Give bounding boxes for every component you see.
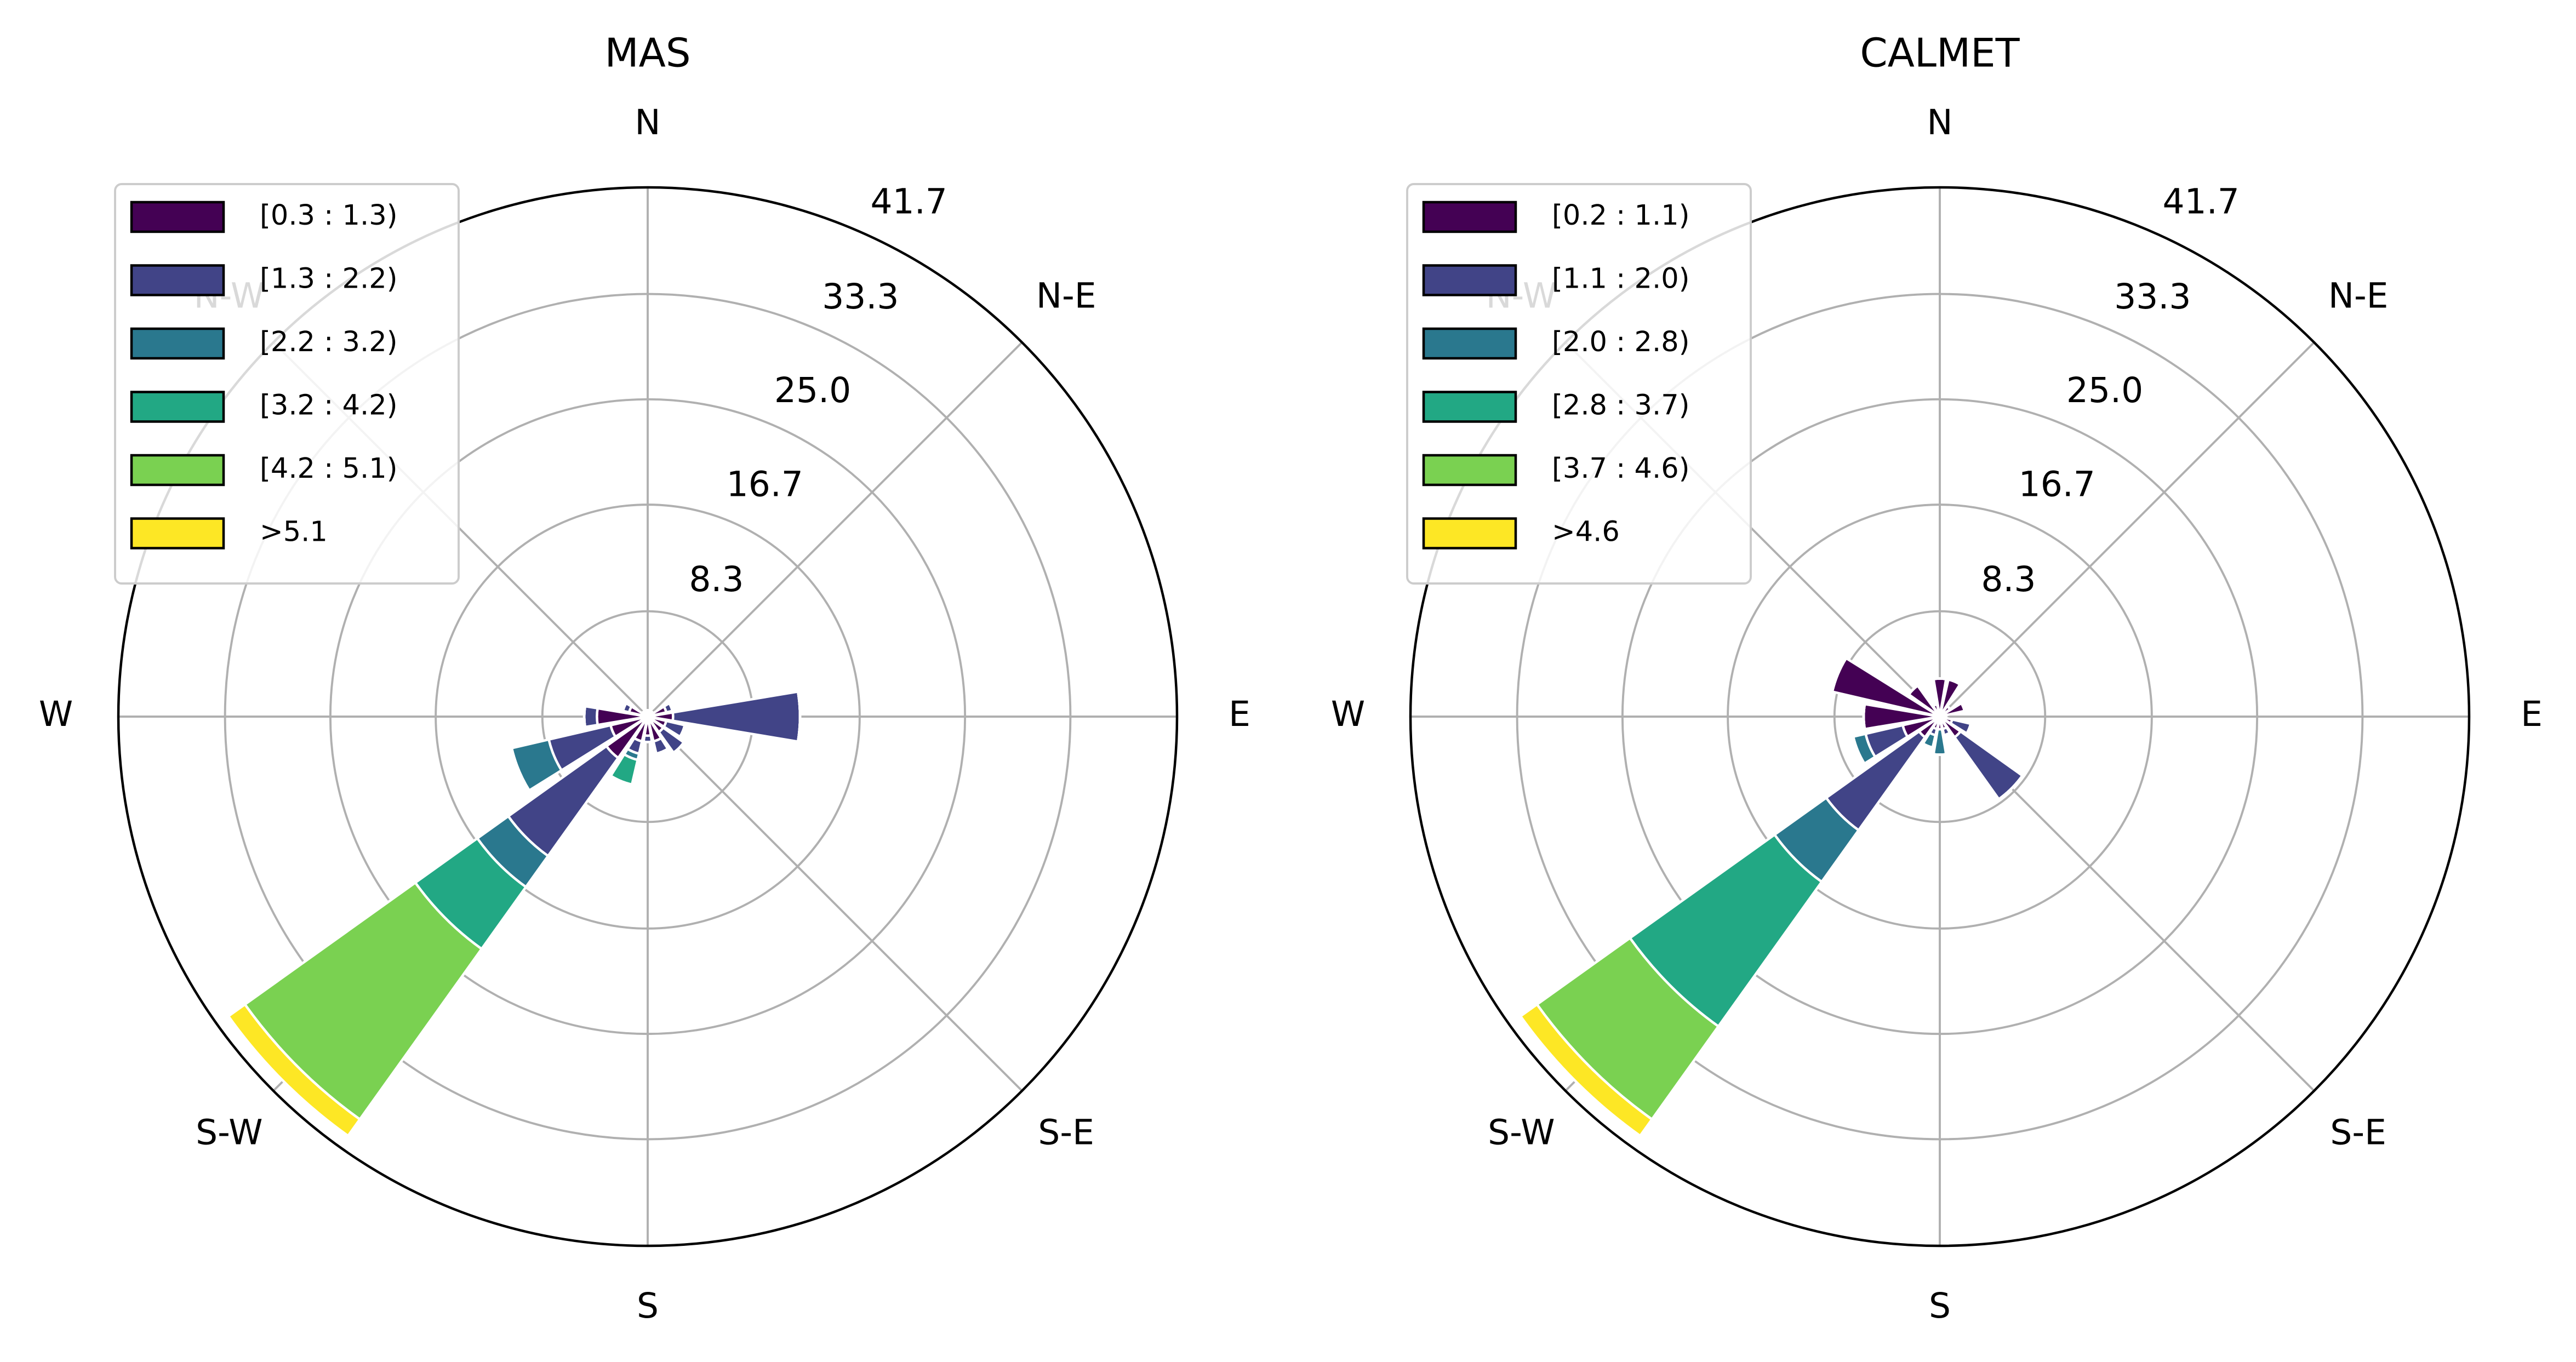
direction-label: E: [2521, 694, 2543, 734]
r-tick-label: 25.0: [774, 370, 851, 410]
legend-swatch: [130, 391, 225, 423]
r-tick-label: 8.3: [1981, 559, 2036, 599]
grid-circle: [1621, 398, 2259, 1035]
r-tick-label: 41.7: [2163, 182, 2240, 222]
grid-circle: [1727, 503, 2153, 930]
grid-circle: [435, 503, 861, 930]
r-tick-label: 16.7: [2019, 465, 2095, 505]
bar-segment: [1998, 775, 2024, 800]
polar-frame: [1409, 186, 2471, 1247]
bar-segment: [1932, 703, 1938, 707]
bar-segment: [582, 706, 586, 728]
direction-label: S-E: [1038, 1113, 1094, 1153]
direction-label: E: [1229, 694, 1250, 734]
grid-circle: [1833, 610, 2047, 823]
legend-label: [2.0 : 2.8): [1552, 326, 1690, 358]
bar-segment: [1518, 1003, 1654, 1138]
legend-label: [2.2 : 3.2): [260, 326, 398, 358]
r-tick-label: 33.3: [2114, 277, 2191, 317]
legend-swatch: [130, 201, 225, 233]
bar-segment: [1960, 702, 1966, 712]
legend-label: [1.3 : 2.2): [260, 262, 398, 295]
r-tick-label: 33.3: [822, 277, 899, 317]
legend-swatch: [1422, 391, 1517, 423]
legend-swatch: [130, 517, 225, 550]
chart-title: MAS: [604, 30, 690, 76]
grid-circle: [329, 398, 967, 1035]
legend-label: [1.1 : 2.0): [1552, 262, 1690, 295]
direction-label: S-W: [196, 1113, 262, 1153]
bar-segment: [610, 775, 632, 786]
bar-segment: [656, 748, 669, 755]
direction-label: W: [1331, 694, 1365, 734]
radial-grid-line: [647, 716, 1023, 1092]
polar-frame: [117, 186, 1179, 1247]
bar-segment: [1907, 684, 1918, 695]
legend-label: [0.3 : 1.3): [260, 199, 398, 232]
direction-label: S-E: [2330, 1113, 2386, 1153]
legend-label: [0.2 : 1.1): [1552, 199, 1690, 232]
r-tick-label: 41.7: [871, 182, 947, 222]
bar-segment: [1948, 678, 1961, 685]
bar-segment: [1862, 703, 1866, 730]
radial-grid-line: [647, 341, 1023, 718]
legend-swatch: [1422, 517, 1517, 550]
radial-grid-line: [1939, 341, 2315, 718]
legend: [0.2 : 1.1) [1.1 : 2.0) [2.0 : 2.8) [2.8 : …: [1406, 183, 1752, 585]
legend-swatch: [1422, 264, 1517, 296]
wind-rose: CALMETNN-EES-ESS-WWN-W8.316.725.033.341.…: [1331, 30, 2543, 1326]
grid-circle: [1516, 293, 2364, 1141]
r-tick-label: 25.0: [2066, 370, 2143, 410]
bar-segment: [582, 705, 599, 729]
direction-label: S: [1929, 1286, 1951, 1326]
bar-segment: [1933, 753, 1946, 756]
wind-rose: MASNN-EES-ESS-WWN-W8.316.725.033.341.7[0…: [39, 30, 1250, 1326]
chart-title: CALMET: [1860, 30, 2020, 76]
legend-swatch: [1422, 201, 1517, 233]
direction-label: N: [1927, 102, 1952, 142]
direction-label: W: [39, 694, 73, 734]
r-tick-label: 16.7: [727, 465, 803, 505]
direction-label: N: [635, 102, 660, 142]
bar-segment: [672, 741, 685, 754]
legend-label: [2.8 : 3.7): [1552, 389, 1690, 421]
bar-segment: [226, 1003, 362, 1138]
bar-segment: [671, 690, 802, 743]
legend-label: [3.7 : 4.6): [1552, 453, 1690, 485]
legend-swatch: [1422, 327, 1517, 360]
direction-label: N-E: [2328, 276, 2389, 316]
legend-label: [3.2 : 4.2): [260, 389, 398, 421]
legend-label: >5.1: [260, 516, 328, 548]
bar-segment: [510, 748, 530, 792]
legend-label: >4.6: [1552, 516, 1620, 548]
direction-label: S-W: [1488, 1113, 1555, 1153]
legend-swatch: [130, 454, 225, 487]
direction-label: S: [637, 1286, 659, 1326]
legend-swatch: [130, 264, 225, 296]
legend: [0.3 : 1.3) [1.3 : 2.2) [2.2 : 3.2) [3.2 : …: [114, 183, 460, 585]
direction-label: N-E: [1036, 276, 1096, 316]
legend-swatch: [130, 327, 225, 360]
grid-circle: [224, 293, 1072, 1141]
bar-segment: [621, 702, 627, 712]
bar-segment: [1933, 677, 1946, 680]
legend-label: [4.2 : 5.1): [260, 453, 398, 485]
legend-swatch: [1422, 454, 1517, 487]
r-tick-label: 8.3: [689, 559, 744, 599]
